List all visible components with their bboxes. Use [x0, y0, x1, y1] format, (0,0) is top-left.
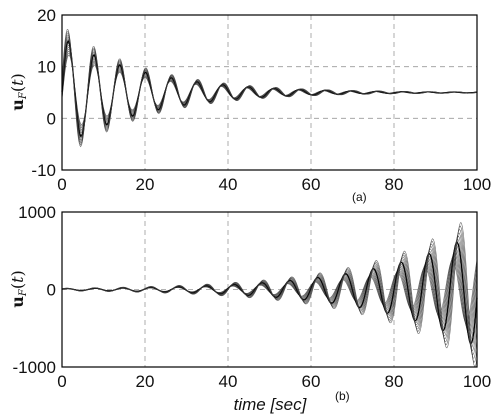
series-line: [61, 222, 478, 368]
x-axis-label-b: time [sec]: [234, 395, 308, 414]
y-tick-label: 0: [47, 109, 56, 128]
x-tick-label: 40: [219, 372, 238, 391]
y-ticks-a: -10 0 10 20: [31, 6, 56, 180]
x-tick-label: 0: [57, 372, 66, 391]
x-ticks-a: 0 20 40 60 80 100: [57, 175, 491, 194]
x-tick-label: 60: [302, 175, 321, 194]
panel-label-a: (a): [352, 190, 367, 204]
y-axis-label-a: uF(t): [8, 73, 29, 111]
series-lines-b: [61, 222, 478, 368]
x-tick-label: 60: [302, 372, 321, 391]
x-tick-label: 80: [385, 175, 404, 194]
plot-frame-a: [61, 14, 478, 171]
y-tick-label: 10: [37, 58, 56, 77]
x-tick-label: 100: [463, 372, 491, 391]
y-ticks-b: -1000 0 1000: [13, 203, 56, 377]
x-tick-label: 20: [136, 372, 155, 391]
x-tick-label: 80: [385, 372, 404, 391]
x-tick-label: 40: [219, 175, 238, 194]
x-tick-label: 20: [136, 175, 155, 194]
y-tick-label: 0: [47, 281, 56, 300]
y-tick-label: -1000: [13, 358, 56, 377]
y-tick-label: 1000: [18, 203, 56, 222]
plot-frame-b: [61, 211, 478, 368]
y-tick-label: 20: [37, 6, 56, 25]
x-ticks-b: 0 20 40 60 80 100: [57, 372, 491, 391]
grid-a: [62, 15, 477, 170]
x-tick-label: 100: [463, 175, 491, 194]
x-tick-label: 0: [57, 175, 66, 194]
y-tick-label: -10: [31, 161, 56, 180]
series-lines-a: [61, 29, 478, 148]
panel-label-b: (b): [335, 389, 350, 403]
series-line: [61, 29, 478, 148]
y-axis-label-b: uF(t): [8, 270, 29, 308]
